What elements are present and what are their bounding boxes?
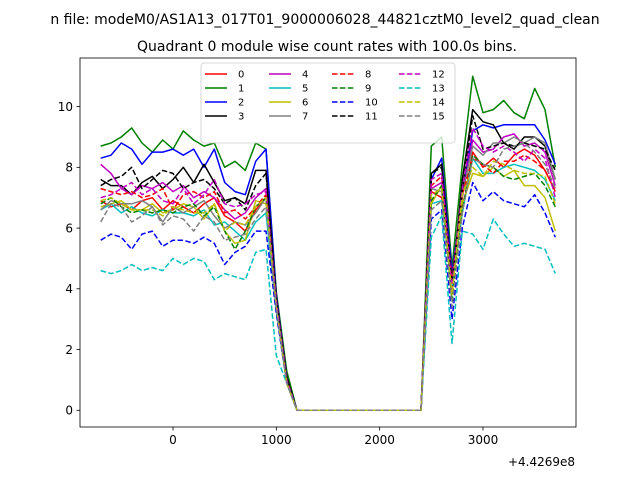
x-tick-label: 2000 [364,433,395,447]
series-line-13 [100,215,556,412]
series-line-8 [100,154,556,412]
legend-label-9: 9 [365,84,371,95]
legend-label-8: 8 [365,70,371,81]
series-line-11 [100,114,556,412]
series-line-4 [100,133,557,412]
y-tick-label: 8 [65,161,73,175]
y-tick-label: 0 [65,404,73,418]
legend-label-5: 5 [302,84,308,95]
series-line-10 [100,181,556,412]
legend-label-6: 6 [302,98,308,109]
legend-label-1: 1 [238,84,244,95]
legend-label-2: 2 [238,98,244,109]
series-line-15 [100,142,556,412]
series-line-7 [100,136,557,412]
legend-label-0: 0 [238,70,244,81]
legend-label-4: 4 [302,70,308,81]
legend-label-12: 12 [432,70,445,81]
chart-title: Quadrant 0 module wise count rates with … [137,39,517,55]
legend-frame [200,62,456,144]
series-line-14 [100,160,557,412]
legend-label-3: 3 [238,112,244,123]
legend-label-10: 10 [365,98,378,109]
legend-label-14: 14 [432,98,445,109]
x-axis: 0 1000 2000 3000 [169,427,498,447]
y-tick-label: 10 [58,100,73,114]
legend-label-11: 11 [365,112,378,123]
series-layer [100,75,557,412]
x-offset-label: +4.4269e8 [508,455,575,469]
y-tick-label: 6 [65,221,73,235]
legend-label-15: 15 [432,112,445,123]
legend-label-7: 7 [302,112,308,123]
y-tick-label: 4 [65,282,73,296]
figure-suptitle: n file: modeM0/AS1A13_017T01_9000006028_… [50,12,599,28]
series-line-5 [100,157,556,412]
legend-label-13: 13 [432,84,445,95]
y-tick-label: 2 [65,343,73,357]
series-line-3 [100,108,557,412]
y-axis: 0 2 4 6 8 10 [58,100,80,418]
x-tick-label: 1000 [261,433,292,447]
x-tick-label: 3000 [468,433,499,447]
series-line-12 [100,127,557,412]
plot-frame [79,57,577,428]
series-line-9 [100,154,556,412]
x-tick-label: 0 [169,433,177,447]
series-line-2 [100,124,556,412]
